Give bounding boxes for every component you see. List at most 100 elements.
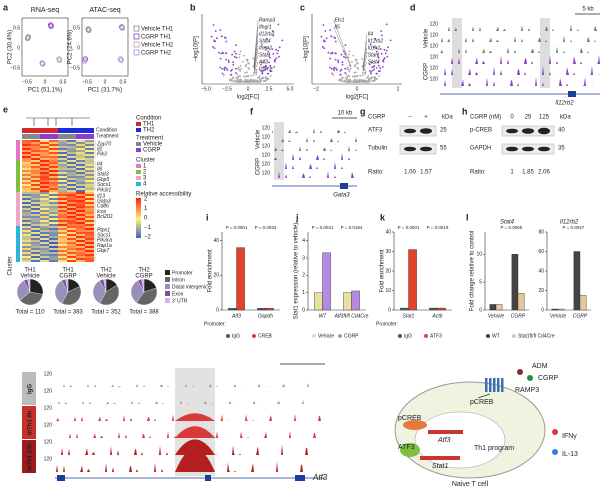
gene-point xyxy=(252,57,255,60)
gene-point xyxy=(246,71,248,74)
color-scale xyxy=(136,222,141,224)
pie-label: CGRP xyxy=(59,274,76,280)
heatmap-cell xyxy=(31,202,40,204)
heatmap-cell xyxy=(22,250,31,252)
heatmap-cell xyxy=(76,180,85,182)
gene-point xyxy=(353,75,356,78)
gene-label: Il4 xyxy=(368,31,374,37)
bar xyxy=(579,295,587,311)
heatmap-cell xyxy=(22,234,31,236)
ligand xyxy=(517,369,523,375)
heatmap-cell xyxy=(40,156,49,158)
gene-point xyxy=(257,80,260,83)
gene-label: Ramp3 xyxy=(259,17,275,23)
gene-point xyxy=(352,54,355,57)
heatmap-cell xyxy=(49,216,58,218)
heatmap-cell xyxy=(31,154,40,156)
gene-box xyxy=(420,456,460,460)
heatmap-cell xyxy=(58,146,67,148)
ratio-value: 1.57 xyxy=(420,170,432,176)
heatmap-cell xyxy=(58,198,67,200)
heatmap-cell xyxy=(58,254,67,256)
x-tick-label: Vehicle xyxy=(488,313,504,319)
heatmap-cell xyxy=(76,254,85,256)
heatmap-cell xyxy=(76,142,85,144)
gene-point xyxy=(367,76,369,79)
heatmap-cell xyxy=(85,198,94,200)
heatmap-cell xyxy=(67,206,76,208)
heatmap-cell xyxy=(22,152,31,154)
cytokine xyxy=(552,449,558,455)
gene-point xyxy=(267,47,269,50)
gene-label: Socs1 xyxy=(97,182,111,188)
gene-point xyxy=(378,75,381,77)
heatmap-cell xyxy=(67,230,76,232)
heatmap-cell xyxy=(31,178,40,180)
gene-label: Pik3 xyxy=(97,152,107,158)
heatmap-cell xyxy=(67,198,76,200)
legend-label: 1 xyxy=(143,164,147,170)
legend-label: TH1 xyxy=(143,122,155,128)
heatmap-cell xyxy=(85,190,94,192)
gene-point xyxy=(344,80,347,83)
legend-swatch xyxy=(226,334,230,338)
x-tick-label: Stat1 xyxy=(403,313,415,319)
treatment-bar xyxy=(40,134,49,139)
heatmap-cell xyxy=(22,142,31,144)
heatmap-cell xyxy=(22,154,31,156)
heatmap-cell xyxy=(85,224,94,226)
panel-letter: g xyxy=(360,106,366,116)
heatmap-cell xyxy=(22,168,31,170)
heatmap-cell xyxy=(40,140,49,142)
gene-point xyxy=(331,51,334,54)
gene-point xyxy=(256,81,259,83)
legend-label: WT xyxy=(492,333,500,339)
heatmap-cell xyxy=(58,234,67,236)
unit-label: kDa xyxy=(442,115,453,121)
bar xyxy=(517,293,525,311)
gene-point xyxy=(347,56,350,59)
heatmap-cell xyxy=(31,196,40,198)
heatmap-cell xyxy=(85,244,94,246)
heatmap-cell xyxy=(31,150,40,152)
gene-point xyxy=(244,78,247,81)
cluster-bar xyxy=(16,226,20,262)
y-tick-label: 20 xyxy=(385,268,391,274)
receptor-label: RAMP3 xyxy=(515,387,539,394)
p-value: P = 0.0019 xyxy=(427,225,449,230)
gene-point xyxy=(258,76,261,79)
x-tick-label: Gapdh xyxy=(258,313,273,319)
gene-point xyxy=(346,66,349,69)
heatmap-cell xyxy=(67,160,76,162)
heatmap-cell xyxy=(67,214,76,216)
heatmap-cell xyxy=(49,226,58,228)
heatmap-cell xyxy=(85,232,94,234)
gene-point xyxy=(244,65,247,68)
plot-frame xyxy=(81,17,129,77)
heatmap-cell xyxy=(76,194,85,196)
color-scale xyxy=(136,202,141,204)
gene-point xyxy=(239,70,242,73)
gene-point xyxy=(356,66,359,69)
bar xyxy=(408,249,417,311)
heatmap-cell xyxy=(31,146,40,148)
gene-point xyxy=(359,74,362,77)
gene-label: Socs1 xyxy=(97,233,111,239)
y-tick-label: 0 xyxy=(388,307,391,313)
heatmap-cell xyxy=(40,212,49,214)
heatmap-cell xyxy=(58,200,67,202)
heatmap-cell xyxy=(58,256,67,258)
heatmap-cell xyxy=(49,170,58,172)
x-tick-label: −5.0 xyxy=(201,86,211,92)
heatmap-cell xyxy=(76,182,85,184)
gene-point xyxy=(255,79,257,82)
gene-point xyxy=(327,51,330,54)
heatmap-cell xyxy=(67,184,76,186)
heatmap-cell xyxy=(40,214,49,216)
gene-point xyxy=(371,80,374,82)
heatmap-cell xyxy=(31,242,40,244)
gene-point xyxy=(219,57,222,60)
gene-point xyxy=(262,80,265,82)
pie-slice xyxy=(29,278,44,295)
